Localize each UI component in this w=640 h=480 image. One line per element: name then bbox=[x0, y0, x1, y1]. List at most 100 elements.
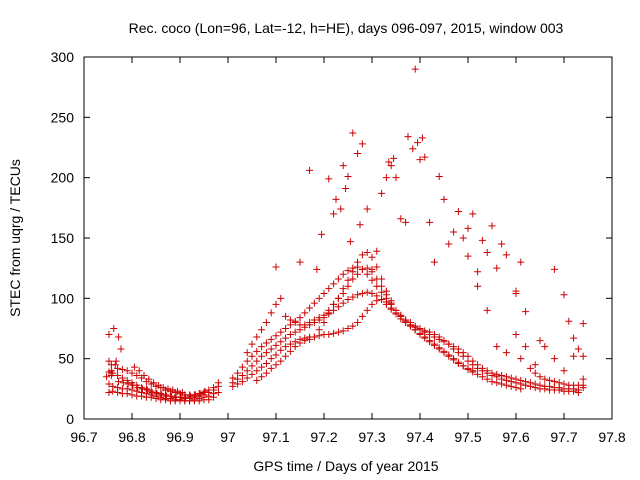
data-point bbox=[330, 280, 338, 288]
data-point bbox=[262, 369, 270, 377]
data-point bbox=[344, 172, 352, 180]
data-point bbox=[358, 251, 366, 259]
data-point bbox=[158, 391, 166, 399]
data-point bbox=[258, 343, 266, 351]
data-point bbox=[464, 352, 472, 360]
data-point bbox=[440, 195, 448, 203]
y-tick-label: 50 bbox=[58, 351, 74, 367]
data-point bbox=[320, 318, 328, 326]
data-point bbox=[301, 337, 309, 345]
data-point bbox=[123, 385, 131, 393]
data-point bbox=[349, 275, 357, 283]
data-point bbox=[469, 357, 477, 365]
data-point bbox=[565, 317, 573, 325]
data-point bbox=[320, 290, 328, 298]
data-point bbox=[358, 312, 366, 320]
data-point bbox=[310, 299, 318, 307]
data-point bbox=[502, 381, 510, 389]
data-point bbox=[200, 388, 208, 396]
data-point bbox=[421, 328, 429, 336]
data-point bbox=[134, 384, 142, 392]
data-point bbox=[483, 306, 491, 314]
data-point bbox=[258, 352, 266, 360]
data-point bbox=[187, 392, 195, 400]
data-point bbox=[306, 335, 314, 343]
data-point bbox=[574, 381, 582, 389]
data-point bbox=[363, 248, 371, 256]
data-point bbox=[253, 367, 261, 375]
data-point bbox=[512, 331, 520, 339]
data-point bbox=[243, 367, 251, 375]
data-point bbox=[483, 248, 491, 256]
data-point bbox=[159, 384, 167, 392]
data-point bbox=[103, 373, 111, 381]
data-point bbox=[507, 382, 515, 390]
data-point bbox=[459, 234, 467, 242]
data-point bbox=[282, 312, 290, 320]
data-point bbox=[363, 288, 371, 296]
data-point bbox=[315, 294, 323, 302]
data-point bbox=[318, 230, 326, 238]
data-point bbox=[114, 384, 122, 392]
data-point bbox=[435, 335, 443, 343]
data-point bbox=[421, 153, 429, 161]
data-point bbox=[109, 382, 117, 390]
data-point bbox=[169, 386, 177, 394]
x-tick-label: 97.7 bbox=[550, 429, 577, 445]
data-point bbox=[248, 340, 256, 348]
data-point bbox=[277, 357, 285, 365]
data-point bbox=[339, 327, 347, 335]
data-point bbox=[409, 145, 417, 153]
data-point bbox=[267, 335, 275, 343]
data-point bbox=[201, 387, 209, 395]
data-point bbox=[445, 240, 453, 248]
x-tick-label: 96.8 bbox=[118, 429, 145, 445]
data-point bbox=[248, 362, 256, 370]
data-point bbox=[344, 282, 352, 290]
data-point bbox=[474, 282, 482, 290]
data-point bbox=[337, 205, 345, 213]
data-point bbox=[522, 343, 530, 351]
data-point bbox=[130, 363, 138, 371]
data-point bbox=[334, 303, 342, 311]
data-point bbox=[214, 388, 222, 396]
data-point bbox=[107, 372, 115, 380]
data-point bbox=[368, 290, 376, 298]
data-point bbox=[402, 317, 410, 325]
data-point bbox=[238, 372, 246, 380]
data-point bbox=[105, 357, 113, 365]
data-point bbox=[404, 133, 412, 141]
data-point bbox=[139, 385, 147, 393]
data-point bbox=[229, 374, 237, 382]
data-point bbox=[306, 318, 314, 326]
data-point bbox=[306, 304, 314, 312]
data-point bbox=[349, 322, 357, 330]
data-point bbox=[325, 309, 333, 317]
data-point bbox=[579, 384, 587, 392]
data-point bbox=[478, 364, 486, 372]
data-point bbox=[248, 352, 256, 360]
data-point bbox=[349, 268, 357, 276]
data-point bbox=[243, 374, 251, 382]
data-point bbox=[296, 258, 304, 266]
data-point bbox=[354, 318, 362, 326]
data-point bbox=[483, 367, 491, 375]
data-point bbox=[541, 375, 549, 383]
data-point bbox=[387, 162, 395, 170]
data-point bbox=[342, 185, 350, 193]
data-point bbox=[344, 325, 352, 332]
data-point bbox=[118, 366, 126, 374]
data-point bbox=[182, 393, 190, 401]
data-point bbox=[373, 247, 381, 255]
data-point bbox=[262, 318, 270, 326]
y-tick-label: 200 bbox=[51, 170, 75, 186]
data-point bbox=[531, 380, 539, 388]
data-point bbox=[133, 387, 141, 395]
data-point bbox=[282, 343, 290, 351]
data-point bbox=[390, 154, 398, 162]
data-point bbox=[315, 326, 323, 334]
x-axis-label: GPS time / Days of year 2015 bbox=[253, 458, 438, 474]
data-point bbox=[435, 345, 443, 353]
data-point bbox=[469, 210, 477, 218]
